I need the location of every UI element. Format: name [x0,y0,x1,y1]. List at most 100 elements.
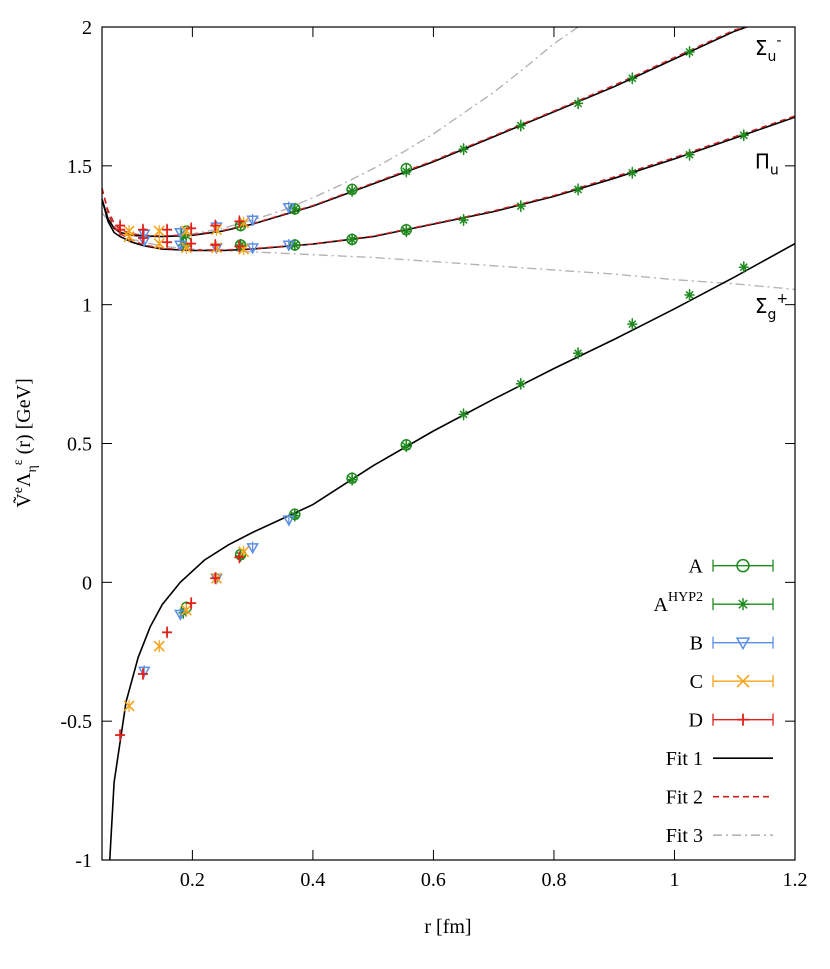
data-point [684,288,695,301]
data-point [115,729,126,742]
y-tick-label: -1 [75,850,92,872]
data-point [246,541,259,555]
data-point [684,45,695,58]
fit-line [102,27,747,237]
data-point [515,119,526,132]
data-point [186,237,197,250]
data-point [401,165,412,178]
svg-text:Fit 3: Fit 3 [666,825,703,847]
data-point [123,699,135,712]
x-tick-label: 0.8 [541,869,566,891]
y-axis-label: ṼeΛηε (r) [GeV] [11,378,40,507]
x-tick-label: 1.2 [783,869,808,891]
data-point [347,184,358,197]
svg-text:D: D [689,710,703,732]
y-tick-label: 1.5 [67,156,92,178]
data-point [282,238,296,252]
data-point [458,408,469,421]
data-point [573,347,584,360]
y-tick-label: 0 [82,572,92,594]
curve-label: Πu [755,150,779,179]
legend: A AHYP2 BCD Fit 1 Fit 2 Fit 3 [654,556,774,847]
data-point [573,97,584,110]
fit-line [108,242,795,860]
data-point [627,166,638,179]
data-point [246,241,259,255]
fit-line [102,115,795,251]
fit-line [102,27,748,238]
data-point [174,608,187,621]
x-tick-label: 0.6 [421,869,446,891]
fit-line [102,116,795,252]
data-point [210,572,221,585]
data-point [738,261,749,274]
data-point [401,440,412,453]
data-point [162,626,173,639]
data-point [573,183,584,196]
data-point [137,665,151,678]
svg-text:Fit 1: Fit 1 [666,748,703,770]
x-axis-label: r [fm] [424,916,471,938]
data-point [186,222,197,235]
data-point [282,513,296,527]
legend-item: A [689,556,774,578]
data-point [234,215,245,228]
curve-label: Σg+ [755,291,788,323]
data-point [246,213,259,227]
data-point [627,72,638,85]
legend-item: AHYP2 [654,590,774,616]
data-point [282,201,296,214]
axis-ticks: 0.2 0.4 0.6 0.8 1 1.2 -1 -0.5 0 0.5 1 1.5 2 [60,17,807,891]
x-tick-label: 0.4 [300,869,325,891]
svg-text:C: C [690,671,703,693]
data-point [162,236,173,249]
data-point [180,604,192,617]
data-point [162,223,173,236]
data-point [347,233,358,246]
data-point [234,551,245,564]
svg-text:A: A [689,556,704,578]
data-point [684,148,695,161]
data-point [401,225,412,238]
data-point [210,219,221,232]
data-point [186,597,197,610]
svg-text:Fit 2: Fit 2 [666,787,703,809]
data-point [115,219,126,232]
data-point [458,143,469,156]
data-point [137,667,148,680]
data-point [210,238,221,251]
y-tick-label: -0.5 [60,711,92,733]
data-point [627,318,638,331]
svg-text:AHYP2: AHYP2 [654,590,703,616]
curve-label: Σu- [755,33,782,65]
x-tick-label: 0.2 [180,869,205,891]
data-point [153,640,165,653]
data-point [515,377,526,390]
fit-line [102,212,795,291]
data-point [235,238,246,251]
data-point [174,226,187,239]
data-point [153,225,165,238]
data-point [123,225,135,238]
data-point [234,240,245,253]
y-tick-label: 2 [82,17,92,39]
data-point [738,129,749,142]
legend-item: Fit 2 [666,787,773,809]
svg-text:B: B [690,633,703,655]
data-point [137,223,148,236]
curve-labels: Σu- Πu Σg+ [755,33,788,323]
data-point [153,237,165,250]
y-tick-label: 1 [82,295,92,317]
data-point [174,238,187,252]
x-tick-label: 1 [669,869,679,891]
legend-item: C [690,671,774,693]
data-point [347,473,358,486]
data-points [115,45,749,742]
legend-item: Fit 1 [666,748,773,770]
data-point [515,200,526,213]
legend-item: D [689,710,774,732]
legend-item: Fit 3 [666,825,773,847]
legend-item: B [690,633,774,655]
y-tick-label: 0.5 [67,434,92,456]
